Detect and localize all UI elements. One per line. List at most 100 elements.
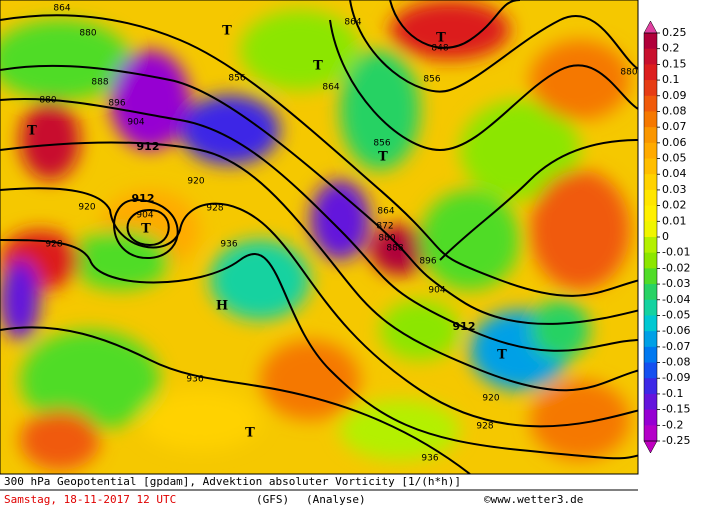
contour-label: 856	[423, 75, 440, 85]
contour-label: 920	[78, 203, 95, 213]
colorbar-segment	[644, 127, 657, 144]
colorbar-label: -0.07	[662, 340, 690, 353]
colorbar-segment	[644, 48, 657, 65]
colorbar-tip	[643, 20, 658, 34]
colorbar-label: -0.04	[662, 293, 690, 306]
colorbar-segment	[644, 331, 657, 348]
colorbar-label: -0.03	[662, 277, 690, 290]
footer-credit: ©www.wetter3.de	[484, 493, 583, 506]
colorbar-label: -0.02	[662, 261, 690, 274]
contour-label: 936	[186, 375, 203, 385]
contour-label: 856	[373, 139, 390, 149]
footer-title: 300 hPa Geopotential [gpdam], Advektion …	[4, 475, 461, 488]
contour-label: 880	[79, 29, 96, 39]
colorbar-segment	[644, 284, 657, 301]
pressure-marker: H	[216, 299, 228, 314]
pressure-marker: T	[378, 150, 388, 165]
contour-label: 928	[476, 422, 493, 432]
colorbar-label: 0.15	[662, 57, 687, 70]
contour-label: 936	[421, 454, 438, 464]
pressure-marker: T	[497, 348, 507, 363]
geopotential-contours	[0, 0, 638, 474]
contour-label: 912	[137, 140, 160, 153]
colorbar-label: 0.06	[662, 136, 687, 149]
colorbar-label: -0.01	[662, 246, 690, 259]
pressure-marker: T	[245, 426, 255, 441]
footer-run: (Analyse)	[306, 493, 366, 506]
contour-label: 936	[220, 240, 237, 250]
colorbar-label: -0.15	[662, 403, 690, 416]
colorbar-label: 0.2	[662, 42, 680, 55]
colorbar-label: -0.09	[662, 371, 690, 384]
colorbar-label: 0.03	[662, 183, 687, 196]
colorbar-label: 0.09	[662, 89, 687, 102]
colorbar-segment	[644, 111, 657, 128]
colorbar-segment	[644, 80, 657, 97]
colorbar-label: -0.2	[662, 418, 683, 431]
colorbar-segment	[644, 205, 657, 222]
colorbar-label: 0.01	[662, 214, 687, 227]
colorbar-segment	[644, 95, 657, 112]
colorbar-segment	[644, 221, 657, 238]
colorbar-label: 0.07	[662, 120, 687, 133]
contour-label: 920	[187, 177, 204, 187]
contour-label: 904	[127, 118, 144, 128]
map-field	[0, 0, 638, 474]
colorbar-segment	[644, 362, 657, 379]
colorbar-label: 0.1	[662, 73, 680, 86]
colorbar-segment	[644, 142, 657, 160]
contour-label: 856	[228, 74, 245, 84]
contour-label: 872	[376, 222, 393, 232]
colorbar-label: 0.05	[662, 152, 687, 165]
contour-label: 864	[377, 207, 394, 217]
map-frame	[0, 0, 639, 475]
colorbar-segment	[644, 425, 657, 442]
colorbar-label: -0.06	[662, 324, 690, 337]
colorbar-label: -0.08	[662, 356, 690, 369]
colorbar-segment	[644, 346, 657, 364]
contour-label: 904	[136, 211, 153, 221]
colorbar-segment	[644, 64, 657, 81]
colorbar-segment	[644, 252, 657, 269]
pressure-marker: T	[313, 59, 323, 74]
contour-label: 864	[53, 4, 70, 14]
contour-label: 880	[378, 234, 395, 244]
colorbar-segment	[644, 158, 657, 175]
colorbar-segment	[644, 268, 657, 285]
pressure-marker: T	[27, 124, 37, 139]
colorbar-segment	[644, 189, 657, 207]
contour-label: 896	[108, 99, 125, 109]
colorbar-segment	[644, 33, 657, 50]
contour-label: 912	[453, 320, 476, 333]
colorbar-label: 0	[662, 230, 669, 243]
colorbar-tip	[643, 440, 658, 454]
contour-label: 864	[344, 18, 361, 28]
pressure-marker: T	[436, 31, 446, 46]
contour-label: 928	[45, 240, 62, 250]
contour-label: 880	[39, 96, 56, 106]
contour-label: 928	[206, 204, 223, 214]
pressure-marker: T	[222, 24, 232, 39]
contour-label: 864	[322, 83, 339, 93]
colorbar-label: -0.05	[662, 308, 690, 321]
contour-label: 848	[431, 44, 448, 54]
colorbar-label: -0.1	[662, 387, 683, 400]
contour-label: 904	[428, 286, 445, 296]
map-labels: 8648808888969049128809209129049289209289…	[27, 4, 638, 464]
footer-date: Samstag, 18-11-2017 12 UTC	[4, 493, 176, 506]
contour-label: 912	[132, 192, 155, 205]
colorbar-segment	[644, 393, 657, 411]
colorbar: 0.25 0.2 0.15 0.1 0.09 0.08 0.07 0.06 0.05 0.04 0.…	[643, 20, 690, 454]
colorbar-segment	[644, 409, 657, 426]
colorbar-label: 0.08	[662, 104, 687, 117]
colorbar-segment	[644, 315, 657, 332]
colorbar-label: -0.25	[662, 434, 690, 447]
colorbar-label: 0.04	[662, 167, 687, 180]
colorbar-segment	[644, 299, 657, 316]
colorbar-segment	[644, 237, 657, 254]
vorticity-field	[0, 0, 630, 470]
pressure-marker: T	[141, 222, 151, 237]
contour-label: 896	[419, 257, 436, 267]
